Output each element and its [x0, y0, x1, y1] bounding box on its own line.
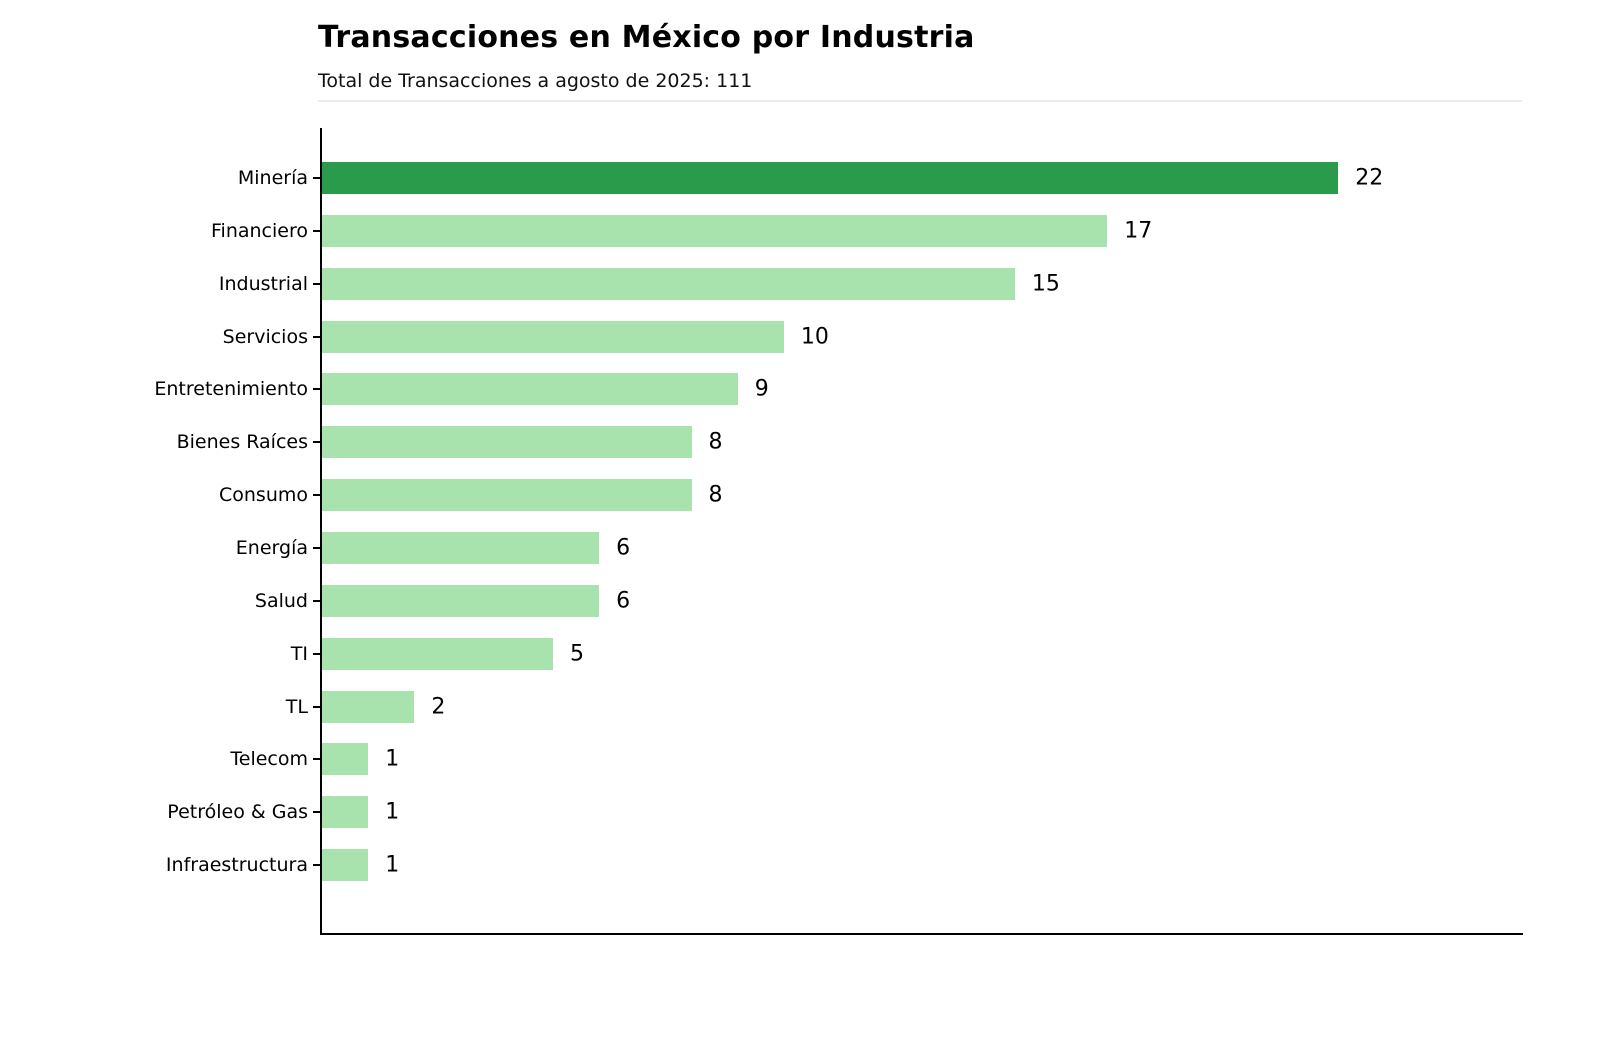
bar-row: Telecom 1: [230, 743, 1523, 776]
bar: [322, 584, 600, 617]
category-label: TL: [285, 695, 308, 718]
chart-title: Transacciones en México por Industria: [318, 20, 975, 55]
bar: [322, 267, 1015, 300]
value-label: 1: [385, 799, 400, 825]
bar-row: Consumo 8: [219, 479, 1523, 512]
value-label: 8: [708, 429, 723, 455]
value-label: 17: [1124, 218, 1153, 244]
plot-area: Minería 22 Financiero 17 Industrial 15 Servici…: [154, 128, 1523, 935]
bar-row: Infraestructura 1: [166, 849, 1523, 882]
bar-row: Bienes Raíces 8: [177, 426, 1523, 459]
category-label: Entretenimiento: [154, 378, 308, 401]
y-axis-tick: [313, 811, 320, 814]
value-label: 6: [616, 535, 631, 561]
category-label: Servicios: [222, 325, 308, 348]
header-separator-line: [318, 100, 1522, 102]
category-label: Petróleo & Gas: [167, 801, 308, 824]
category-label: Infraestructura: [165, 854, 308, 877]
bar: [322, 320, 784, 353]
category-label: Minería: [237, 167, 308, 189]
category-label: Bienes Raíces: [176, 431, 308, 454]
value-label: 5: [569, 641, 584, 667]
value-label: 2: [431, 694, 446, 719]
bar-row: Servicios 10: [223, 320, 1523, 353]
bar-row: Minería 22: [238, 162, 1523, 194]
category-label: Telecom: [230, 748, 308, 771]
category-label: Industrial: [218, 272, 308, 295]
bar-row: Industrial 15: [219, 267, 1523, 300]
bar-row: TL 2: [286, 690, 1523, 723]
y-axis-tick: [313, 229, 320, 232]
y-axis-tick: [313, 282, 320, 285]
bar-row: Petróleo & Gas 1: [167, 796, 1523, 829]
bar: [322, 479, 692, 512]
bar: [322, 796, 369, 829]
bar: [322, 743, 369, 776]
value-label: 6: [616, 588, 631, 614]
bar: [322, 214, 1108, 247]
y-axis-tick: [313, 494, 320, 497]
bar-row: Entretenimiento 9: [154, 373, 1523, 406]
value-label: 9: [754, 376, 769, 402]
category-label: Financiero: [211, 219, 308, 242]
y-axis-tick: [313, 864, 320, 867]
bar: [322, 849, 369, 882]
bar: [322, 426, 692, 459]
y-axis-tick: [313, 758, 320, 761]
category-label: Salud: [254, 589, 308, 612]
category-label: TI: [290, 642, 308, 665]
bar: [322, 690, 415, 723]
bar: [322, 637, 553, 670]
value-label: 15: [1031, 271, 1060, 297]
category-label: Energía: [235, 536, 308, 559]
bar-row: Salud 6: [255, 584, 1523, 617]
chart-subtitle: Total de Transacciones a agosto de 2025:…: [318, 70, 753, 92]
value-label: 10: [800, 324, 829, 350]
y-axis-tick: [313, 335, 320, 338]
category-label: Consumo: [218, 484, 308, 507]
y-axis-tick: [313, 177, 320, 179]
y-axis-tick: [313, 441, 320, 444]
y-axis-tick: [313, 705, 320, 708]
value-label: 22: [1355, 165, 1384, 191]
y-axis-tick: [313, 388, 320, 391]
bar-row: TI 5: [291, 637, 1523, 670]
y-axis-tick: [313, 599, 320, 602]
bar: [322, 373, 738, 406]
value-label: 1: [385, 746, 400, 772]
bar: [322, 162, 1339, 194]
bar-row: Financiero 17: [211, 214, 1523, 247]
value-label: 8: [708, 482, 723, 508]
bar-row: Energía 6: [236, 531, 1523, 564]
value-label: 1: [385, 852, 400, 878]
y-axis-tick: [313, 546, 320, 549]
bar: [322, 531, 600, 564]
y-axis-tick: [313, 652, 320, 655]
